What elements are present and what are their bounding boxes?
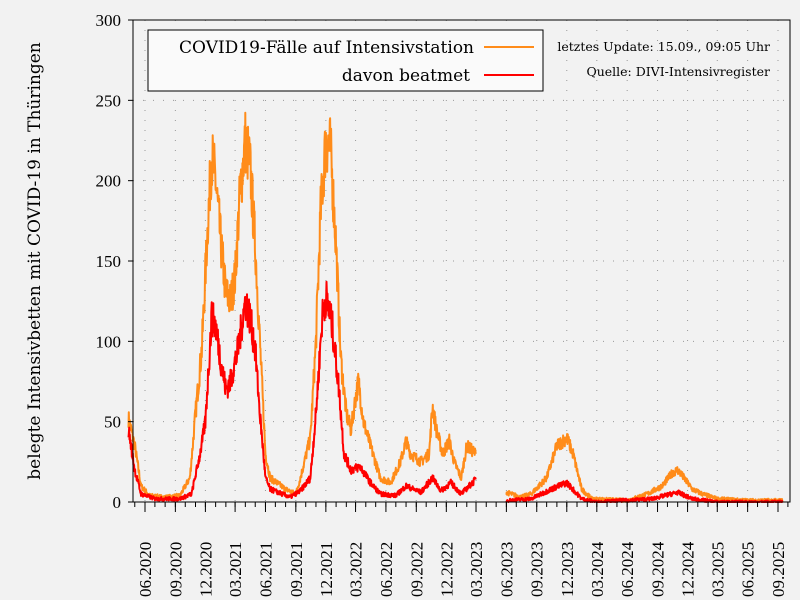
x-tick-label: 06.2020 <box>136 542 155 597</box>
x-tick-label: 12.2022 <box>437 542 456 597</box>
series-line-ventilated <box>127 280 784 503</box>
x-tick-label: 06.2025 <box>739 542 758 597</box>
plot-frame <box>132 19 791 503</box>
x-tick-label: 03.2022 <box>347 542 366 597</box>
x-tick-label: 06.2022 <box>377 542 396 597</box>
x-tick-label: 09.2023 <box>528 542 547 597</box>
y-tick-label: 150 <box>96 252 122 271</box>
y-tick-label: 300 <box>96 11 122 30</box>
grid <box>133 20 790 502</box>
x-tick-label: 09.2020 <box>166 542 185 597</box>
x-tick-label: 12.2024 <box>679 541 698 597</box>
x-tick-label: 03.2021 <box>226 542 245 597</box>
y-tick-label: 200 <box>96 172 122 191</box>
y-tick-label: 0 <box>113 493 122 512</box>
y-tick-label: 250 <box>96 91 122 110</box>
x-tick-label: 03.2023 <box>467 542 486 597</box>
axes: 0 50 100 150 200 250 300 06.2020 09.2020 12.2020 0… <box>96 11 789 597</box>
series-group <box>127 111 784 503</box>
legend-label-ventilated: davon beatmet <box>342 66 470 86</box>
y-axis-label: belegte Intensivbetten mit COVID-19 in T… <box>25 42 45 480</box>
x-tick-label: 09.2025 <box>769 542 788 597</box>
x-tick-label: 12.2021 <box>317 542 336 597</box>
x-tick-label: 09.2021 <box>287 542 306 597</box>
source-annotation: Quelle: DIVI-Intensivregister <box>586 64 770 79</box>
legend-label-icu: COVID19-Fälle auf Intensivstation <box>179 38 474 58</box>
legend: COVID19-Fälle auf Intensivstation davon … <box>147 29 544 92</box>
x-tick-label: 09.2022 <box>407 542 426 597</box>
x-tick-label: 06.2021 <box>256 542 275 597</box>
x-tick-label: 03.2024 <box>588 541 607 597</box>
y-tick-label: 100 <box>96 332 122 351</box>
x-tick-label: 12.2023 <box>558 542 577 597</box>
x-tick-label: 09.2024 <box>649 541 668 597</box>
series-line-icu <box>127 111 784 503</box>
x-tick-label: 06.2023 <box>497 542 516 597</box>
update-annotation: letztes Update: 15.09., 09:05 Uhr <box>557 39 770 54</box>
x-tick-label: 03.2025 <box>708 542 727 597</box>
x-tick-label: 06.2024 <box>618 541 637 597</box>
y-tick-label: 50 <box>104 413 121 432</box>
legend-box <box>147 29 544 92</box>
x-tick-label: 12.2020 <box>196 542 215 597</box>
